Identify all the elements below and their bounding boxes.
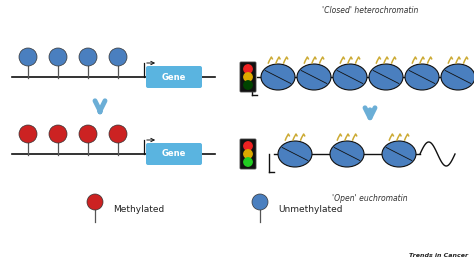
Circle shape (109, 48, 127, 66)
Circle shape (244, 81, 252, 89)
Circle shape (49, 125, 67, 143)
Circle shape (244, 73, 252, 81)
Circle shape (19, 125, 37, 143)
FancyBboxPatch shape (146, 143, 202, 165)
Ellipse shape (441, 64, 474, 90)
Ellipse shape (278, 141, 312, 167)
Ellipse shape (405, 64, 439, 90)
Text: 'Open' euchromatin: 'Open' euchromatin (332, 194, 408, 203)
Circle shape (79, 125, 97, 143)
Text: Trends in Cancer: Trends in Cancer (409, 253, 468, 258)
Circle shape (87, 194, 103, 210)
Circle shape (244, 150, 252, 158)
FancyBboxPatch shape (240, 62, 256, 92)
Circle shape (109, 125, 127, 143)
Circle shape (19, 48, 37, 66)
Circle shape (79, 48, 97, 66)
Ellipse shape (333, 64, 367, 90)
Text: Gene: Gene (162, 150, 186, 159)
FancyBboxPatch shape (240, 139, 256, 169)
Ellipse shape (261, 64, 295, 90)
Ellipse shape (369, 64, 403, 90)
Text: 'Closed' heterochromatin: 'Closed' heterochromatin (322, 6, 418, 15)
Circle shape (49, 48, 67, 66)
FancyBboxPatch shape (146, 66, 202, 88)
Ellipse shape (382, 141, 416, 167)
Text: Methylated: Methylated (113, 205, 164, 215)
Text: Gene: Gene (162, 73, 186, 81)
Circle shape (252, 194, 268, 210)
Ellipse shape (297, 64, 331, 90)
Ellipse shape (330, 141, 364, 167)
Text: Unmethylated: Unmethylated (278, 205, 343, 215)
Circle shape (244, 142, 252, 150)
Circle shape (244, 158, 252, 166)
Circle shape (244, 65, 252, 73)
